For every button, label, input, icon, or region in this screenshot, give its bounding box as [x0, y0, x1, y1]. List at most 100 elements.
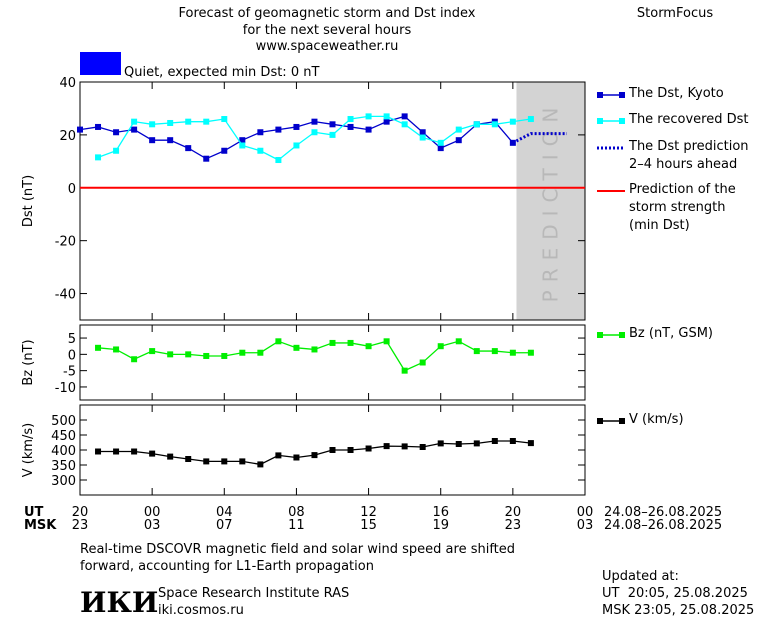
prediction-region: [516, 82, 585, 320]
data-point: [419, 134, 426, 141]
data-point: [113, 147, 120, 154]
data-point: [491, 438, 498, 444]
y-tick-label: 400: [51, 444, 76, 459]
y-tick-label: 300: [51, 474, 76, 489]
x-tick-label-msk: 15: [360, 518, 377, 533]
data-point: [239, 142, 246, 149]
y-tick-label: 0: [68, 182, 76, 197]
data-point: [419, 129, 426, 136]
legend-marker: [597, 118, 603, 124]
data-point: [437, 440, 444, 447]
title: www.spaceweather.ru: [256, 39, 399, 54]
data-point: [437, 145, 444, 152]
data-point: [275, 452, 282, 459]
data-point: [113, 129, 120, 136]
data-point: [257, 349, 264, 356]
data-point: [383, 118, 390, 125]
x-tick-label: 08: [288, 505, 305, 520]
data-point: [311, 346, 318, 353]
legend-marker: [619, 418, 625, 424]
data-point: [509, 349, 516, 356]
title: Forecast of geomagnetic storm and Dst in…: [178, 6, 475, 21]
data-point: [329, 131, 336, 138]
data-point: [347, 116, 354, 123]
data-point: [527, 116, 534, 123]
data-point: [293, 142, 300, 149]
prediction-label: PREDICTION: [539, 100, 563, 303]
data-point: [167, 119, 174, 126]
data-point: [491, 348, 498, 355]
data-point: [257, 147, 264, 154]
data-point: [527, 349, 534, 356]
updated: MSK 23:05, 25.08.2025: [602, 603, 754, 618]
series-line: [512, 132, 567, 145]
data-point: [329, 447, 336, 453]
data-point: [329, 121, 336, 128]
plot-frame: [79, 324, 586, 401]
x-tick-label: 20: [505, 505, 522, 520]
data-point: [365, 445, 372, 452]
x-tick-label-msk: 07: [216, 518, 233, 533]
data-point: [203, 155, 210, 162]
y-tick-label: 40: [59, 76, 76, 91]
data-point: [275, 157, 282, 164]
data-point: [275, 126, 282, 133]
institute: Space Research Institute RAS: [158, 586, 349, 601]
data-point: [95, 448, 102, 455]
legend-marker: [619, 118, 625, 124]
y-axis-label: Bz (nT): [21, 339, 36, 385]
data-point: [473, 440, 480, 447]
data-point: [95, 154, 102, 161]
data-point: [365, 126, 372, 133]
legend-marker: [619, 92, 625, 98]
data-point: [239, 137, 246, 144]
legend-marker: [597, 418, 603, 424]
data-point: [419, 444, 426, 450]
data-point: [185, 145, 192, 152]
data-point: [131, 118, 138, 125]
data-point: [437, 139, 444, 146]
legend-label: The recovered Dst: [629, 112, 749, 127]
data-point: [419, 359, 426, 366]
legend-label: The Dst, Kyoto: [629, 86, 724, 101]
data-point: [257, 461, 264, 468]
data-point: [221, 116, 228, 123]
x-tick-label: 00: [577, 505, 594, 520]
data-point: [401, 113, 408, 120]
data-point: [221, 147, 228, 154]
y-tick-label: -5: [63, 365, 76, 380]
status-box: [80, 52, 121, 75]
data-point: [401, 443, 408, 450]
status-label: Quiet, expected min Dst: 0 nT: [124, 65, 319, 80]
updated: UT 20:05, 25.08.2025: [602, 586, 748, 601]
data-point: [221, 352, 228, 359]
msk-label: MSK: [24, 518, 57, 533]
data-point: [293, 454, 300, 461]
data-point: [383, 338, 390, 345]
data-point: [239, 349, 246, 356]
data-point: [383, 443, 390, 450]
y-tick-label: 20: [59, 129, 76, 144]
data-point: [311, 452, 318, 459]
x-tick-label: 04: [216, 505, 233, 520]
data-point: [149, 348, 156, 355]
data-point: [401, 367, 408, 374]
title: for the next several hours: [243, 23, 412, 38]
data-point: [401, 121, 408, 128]
y-tick-label: 500: [51, 414, 76, 429]
data-point: [383, 113, 390, 120]
legend-marker: [597, 92, 603, 98]
data-point: [221, 458, 228, 465]
data-point: [347, 339, 354, 346]
data-point: [455, 338, 462, 345]
x-tick-label: 00: [144, 505, 161, 520]
data-point: [527, 440, 534, 447]
data-point: [167, 137, 174, 144]
data-point: [239, 458, 246, 465]
data-point: [311, 118, 318, 125]
legend-marker: [597, 332, 603, 338]
data-point: [293, 344, 300, 351]
data-point: [95, 123, 102, 130]
